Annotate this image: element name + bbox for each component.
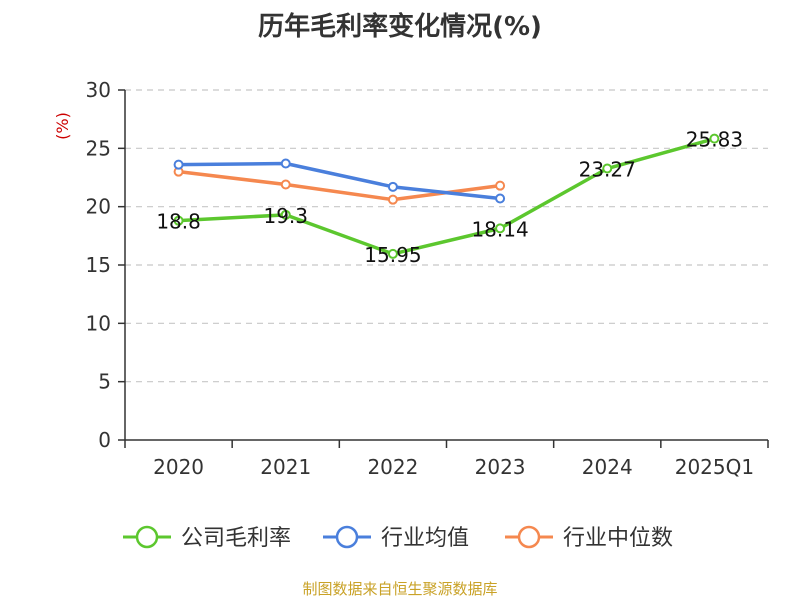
data-point [387,194,398,205]
x-tick-label: 2022 [367,455,418,479]
legend-label: 行业中位数 [563,526,673,551]
x-tick-label: 2020 [153,455,204,479]
data-point [280,209,291,220]
legend-label: 行业均值 [381,526,469,551]
grid-lines [125,89,768,383]
legend-swatch-marker [335,525,359,549]
data-label: 19.3 [263,204,308,228]
data-point [602,163,613,174]
data-point [387,248,398,259]
chart-title: 历年毛利率变化情况(%) [258,12,542,42]
y-tick-label: 0 [98,428,111,452]
y-tick-label: 30 [86,78,111,102]
x-tick-label: 2023 [475,455,526,479]
y-tick-label: 10 [86,311,111,335]
y-axis-label: (%) [53,112,72,140]
y-tick-label: 25 [86,136,111,160]
data-point [709,133,720,144]
data-label: 23.27 [579,158,636,182]
data-point [495,180,506,191]
x-tick-label: 2024 [582,455,633,479]
series-layer [173,133,720,259]
data-point [495,193,506,204]
y-tick-label: 5 [98,370,111,394]
y-tick-label: 15 [86,253,111,277]
x-tick-label: 2025Q1 [675,455,754,479]
data-point [280,179,291,190]
x-tick-label: 2021 [260,455,311,479]
data-label: 18.14 [471,217,528,241]
data-point [280,158,291,169]
data-label: 15.95 [364,243,421,267]
series-line-1 [178,161,501,201]
data-label: 18.8 [156,210,201,234]
y-tick-label: 20 [86,195,111,219]
series-line-0 [178,136,715,256]
legend-swatch-marker [135,525,159,549]
legend-swatch-marker [517,525,541,549]
data-point [495,223,506,234]
data-label: 25.83 [686,128,743,152]
legend: 公司毛利率 行业均值 行业中位数 [123,525,673,551]
data-source-note: 制图数据来自恒生聚源数据库 [302,580,498,598]
axes: 0 5 10 15 20 25 30 2020 2021 2022 2023 2024 2025Q1 (%… [53,78,769,479]
data-point [173,159,184,170]
data-labels: 18.8 19.3 15.95 18.14 23.27 25.83 [156,128,743,267]
legend-label: 公司毛利率 [181,526,291,551]
data-point [173,215,184,226]
data-point [387,181,398,192]
